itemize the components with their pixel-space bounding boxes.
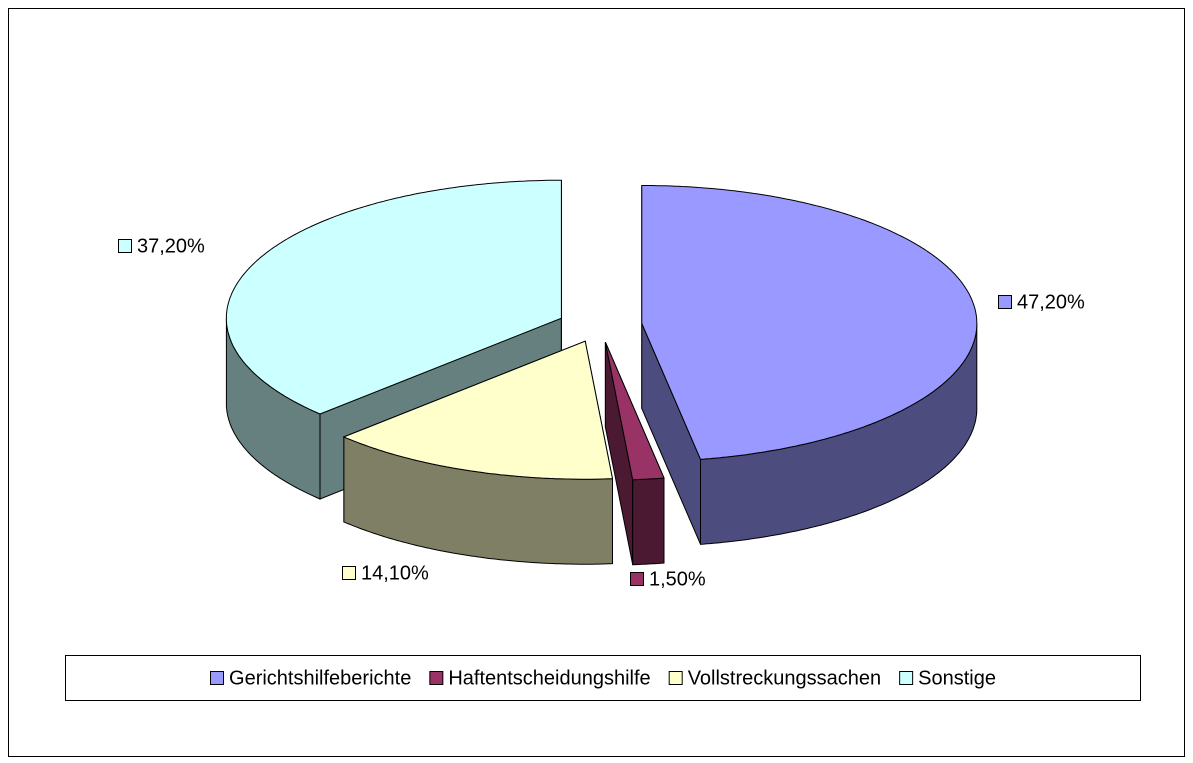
slice-top	[641, 185, 978, 460]
legend-label: Gerichtshilfeberichte	[229, 667, 411, 689]
legend-key	[668, 671, 683, 685]
legend-label: Haftentscheidungshilfe	[448, 667, 650, 689]
pie-slice	[604, 342, 665, 566]
chart-frame	[8, 8, 1185, 757]
slice-wall	[632, 477, 665, 566]
legend-key	[899, 671, 914, 685]
legend-key	[429, 671, 444, 685]
data-label: 37,20%	[137, 235, 205, 257]
data-label: 14,10%	[361, 562, 429, 584]
legend-label: Vollstreckungssachen	[688, 667, 881, 689]
data-label: 47,20%	[1017, 291, 1085, 313]
slice-top	[604, 342, 665, 481]
legend-label: Sonstige	[918, 667, 996, 689]
slice-top	[342, 340, 614, 480]
legend-key	[210, 671, 225, 685]
label-key	[342, 566, 356, 580]
data-label: 1,50%	[649, 568, 706, 590]
legend-box	[65, 655, 1141, 701]
slice-top	[225, 179, 562, 415]
pie-slice	[641, 185, 978, 545]
label-key	[630, 572, 644, 586]
pie-slice	[342, 340, 614, 565]
label-key	[998, 295, 1012, 309]
label-key	[118, 239, 132, 253]
